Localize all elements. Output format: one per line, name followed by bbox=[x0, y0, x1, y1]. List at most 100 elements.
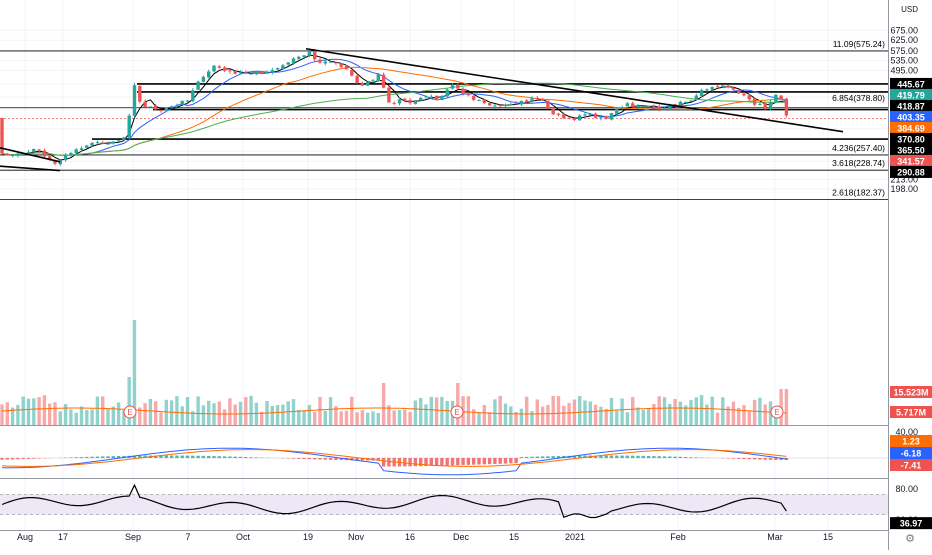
price-tick-label: 535.00 bbox=[890, 55, 918, 65]
candle-body bbox=[451, 85, 454, 88]
volume-bar bbox=[642, 410, 645, 425]
macd-hist-bar bbox=[440, 458, 443, 466]
candle-body bbox=[218, 66, 221, 67]
candle-body bbox=[377, 74, 380, 81]
candle-body bbox=[483, 99, 486, 103]
candle-body bbox=[329, 62, 332, 63]
volume-label-text: 5.717M bbox=[896, 408, 926, 418]
candle-body bbox=[387, 88, 390, 103]
volume-bar bbox=[355, 412, 358, 425]
candle-body bbox=[663, 108, 666, 109]
macd-hist-bar bbox=[32, 458, 35, 459]
macd-hist-bar bbox=[684, 457, 687, 458]
volume-bar bbox=[361, 410, 364, 425]
macd-hist-bar bbox=[329, 458, 332, 460]
macd-hist-bar bbox=[85, 457, 88, 458]
candle-body bbox=[223, 67, 226, 70]
volume-bar bbox=[75, 413, 78, 425]
macd-hist-bar bbox=[0, 458, 3, 460]
volume-bar bbox=[546, 405, 549, 425]
macd-hist-bar bbox=[387, 458, 390, 467]
candle-body bbox=[626, 103, 629, 106]
candle-body bbox=[292, 58, 295, 62]
candle-body bbox=[615, 109, 618, 114]
candle-body bbox=[308, 51, 311, 56]
candle-body bbox=[726, 86, 729, 88]
volume-bar bbox=[599, 407, 602, 425]
volume-bar bbox=[228, 398, 231, 425]
macd-hist-bar bbox=[488, 458, 491, 464]
candle-body bbox=[716, 86, 719, 87]
volume-bar bbox=[223, 409, 226, 425]
macd-hist-bar bbox=[605, 455, 608, 458]
macd-hist-bar bbox=[37, 458, 40, 459]
candle-body bbox=[679, 102, 682, 106]
candle-body bbox=[382, 75, 385, 88]
volume-bar bbox=[393, 411, 396, 425]
macd-hist-bar bbox=[536, 457, 539, 458]
candle-body bbox=[631, 103, 634, 107]
volume-bar bbox=[419, 398, 422, 425]
candle-body bbox=[488, 103, 491, 105]
volume-bar bbox=[567, 403, 570, 425]
currency-label: USD bbox=[901, 5, 918, 14]
macd-hist-bar bbox=[244, 457, 247, 458]
volume-bar bbox=[80, 406, 83, 425]
volume-bar bbox=[382, 383, 385, 425]
candle-body bbox=[594, 114, 597, 118]
candle-body bbox=[350, 70, 353, 76]
macd-hist-bar bbox=[249, 457, 252, 458]
candle-body bbox=[128, 116, 131, 138]
rsi-axis-tick: 80.00 bbox=[895, 484, 918, 494]
candle-body bbox=[6, 154, 9, 156]
candle-body bbox=[403, 99, 406, 101]
macd-hist-bar bbox=[308, 458, 311, 459]
candle-body bbox=[271, 70, 274, 72]
x-tick-label: Dec bbox=[453, 532, 470, 542]
candle-body bbox=[530, 98, 533, 101]
x-tick-label: 7 bbox=[185, 532, 190, 542]
macd-label-text: -7.41 bbox=[901, 461, 922, 471]
volume-bar bbox=[260, 412, 263, 425]
earnings-marker-label: E bbox=[127, 408, 132, 417]
candle-body bbox=[228, 70, 231, 71]
candle-body bbox=[605, 117, 608, 119]
candle-body bbox=[75, 149, 78, 153]
macd-hist-bar bbox=[218, 456, 221, 458]
candle-body bbox=[578, 115, 581, 120]
candle-body bbox=[477, 100, 480, 101]
candle-body bbox=[302, 55, 305, 57]
candle-body bbox=[361, 83, 364, 85]
macd-hist-bar bbox=[520, 457, 523, 458]
candle-body bbox=[785, 99, 788, 116]
volume-bar bbox=[477, 413, 480, 425]
macd-hist-bar bbox=[75, 457, 78, 458]
candle-body bbox=[610, 113, 613, 119]
candle-body bbox=[112, 142, 115, 144]
volume-bar bbox=[504, 404, 507, 425]
candle-body bbox=[276, 68, 279, 69]
volume-bar bbox=[196, 396, 199, 425]
candle-body bbox=[281, 65, 284, 69]
volume-bar bbox=[154, 401, 157, 425]
macd-hist-bar bbox=[467, 458, 470, 465]
candle-body bbox=[536, 98, 539, 99]
candle-body bbox=[562, 114, 565, 118]
candle-body bbox=[711, 87, 714, 90]
candle-body bbox=[658, 107, 661, 110]
macd-hist-bar bbox=[334, 458, 337, 460]
candle-body bbox=[440, 96, 443, 100]
volume-bar bbox=[414, 400, 417, 425]
macd-hist-bar bbox=[22, 458, 25, 459]
x-tick-label: 16 bbox=[405, 532, 415, 542]
volume-bar bbox=[234, 404, 237, 425]
candle-body bbox=[446, 90, 449, 97]
x-tick-label: Nov bbox=[348, 532, 365, 542]
candle-body bbox=[472, 96, 475, 100]
candle-body bbox=[599, 117, 602, 118]
volume-bar bbox=[742, 405, 745, 425]
macd-hist-bar bbox=[689, 457, 692, 458]
rsi-label-text: 36.97 bbox=[900, 519, 923, 529]
macd-hist-bar bbox=[27, 458, 30, 459]
